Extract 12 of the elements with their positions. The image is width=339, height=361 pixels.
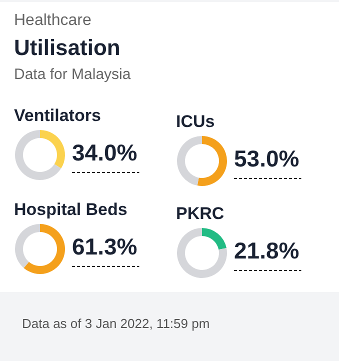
- text: Healthcare: [14, 12, 92, 30]
- chart-title: Hospital Beds: [14, 200, 128, 220]
- data-label: 53.0%: [234, 145, 300, 172]
- data-label: 21.8%: [234, 237, 300, 264]
- chart-title: PKRC: [176, 204, 224, 224]
- data-label: 61.3%: [72, 233, 138, 260]
- text: Data for Malaysia: [14, 66, 131, 83]
- text: Data as of 3 Jan 2022, 11:59 pm: [22, 316, 210, 331]
- data-label: 34.0%: [72, 139, 138, 166]
- chart-title: ICUs: [176, 112, 215, 132]
- text: Utilisation: [14, 35, 120, 61]
- chart-title: Ventilators: [14, 106, 101, 126]
